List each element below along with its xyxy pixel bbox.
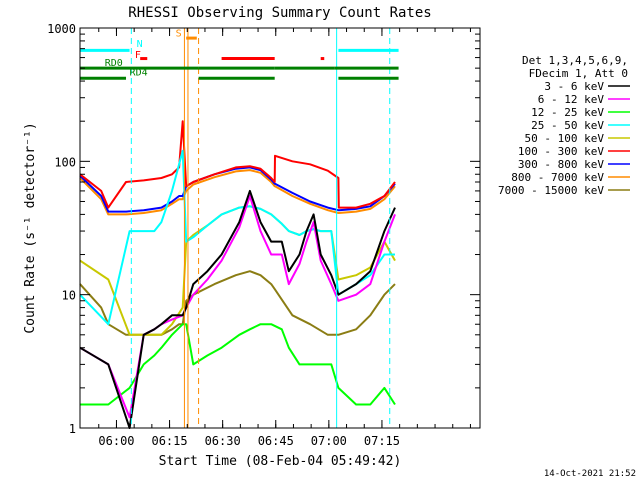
x-tick-label: 06:00: [98, 434, 134, 448]
x-tick-label: 06:15: [151, 434, 187, 448]
chart-title: RHESSI Observing Summary Count Rates: [128, 5, 431, 21]
annotation-f: F: [135, 50, 141, 61]
plot-frame: [79, 27, 481, 429]
series-line-12-25-kev: [80, 323, 396, 406]
legend-title-line: FDecim 1, Att 0: [529, 67, 628, 80]
series-line-7000-15000-kev: [79, 270, 396, 336]
legend-label-7000-15000-kev: 7000 - 15000 keV: [498, 184, 604, 197]
series-line-800-7000-kev: [79, 169, 396, 216]
legend-label-800-7000-kev: 800 - 7000 keV: [511, 171, 604, 184]
series-line-100-300-kev: [79, 120, 396, 209]
annotation-rd0: RD0: [105, 58, 123, 69]
annotation-rd4: RD4: [130, 68, 148, 79]
annotation-n: N: [137, 39, 143, 50]
y-tick-label: 1: [69, 422, 76, 436]
y-axis-label: Count Rate (s⁻¹ detector⁻¹): [23, 122, 38, 333]
y-tick-label: 10: [62, 289, 76, 303]
y-tick-label: 1000: [47, 22, 76, 36]
annotation-s: S: [176, 29, 182, 40]
series-line-3-6-kev: [79, 189, 396, 429]
x-tick-label: 06:45: [258, 434, 294, 448]
x-axis-label: Start Time (08-Feb-04 05:49:42): [159, 454, 402, 469]
legend-title-line: Det 1,3,4,5,6,9,: [522, 54, 628, 67]
legend-label-3-6-kev: 3 - 6 keV: [544, 80, 604, 93]
legend-label-50-100-kev: 50 - 100 keV: [525, 132, 605, 145]
footer-timestamp: 14-Oct-2021 21:52: [544, 469, 636, 479]
series-line-300-800-kev: [79, 166, 396, 213]
x-tick-label: 07:15: [364, 434, 400, 448]
legend-label-300-800-kev: 300 - 800 keV: [518, 158, 604, 171]
legend-label-100-300-kev: 100 - 300 keV: [518, 145, 604, 158]
x-tick-label: 06:30: [205, 434, 241, 448]
y-tick-label: 100: [54, 155, 76, 169]
legend-label-12-25-kev: 12 - 25 keV: [531, 106, 604, 119]
x-tick-label: 07:00: [311, 434, 347, 448]
legend-label-25-50-kev: 25 - 50 keV: [531, 119, 604, 132]
legend-label-6-12-kev: 6 - 12 keV: [538, 93, 605, 106]
series-line-6-12-kev: [79, 195, 396, 419]
legend: Det 1,3,4,5,6,9,FDecim 1, Att 03 - 6 keV…: [498, 54, 630, 197]
